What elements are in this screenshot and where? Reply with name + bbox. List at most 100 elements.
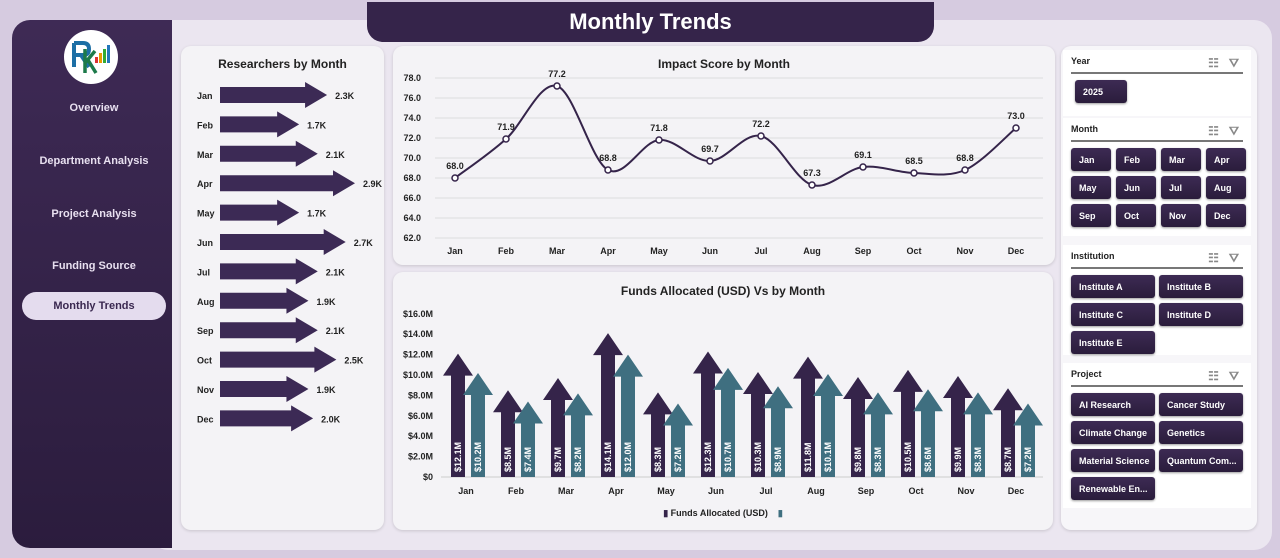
funds-arrow xyxy=(963,392,993,477)
x-tick-label: Jun xyxy=(708,486,724,496)
slicer-item-sep[interactable]: Sep xyxy=(1071,204,1111,227)
slicer-item-institute-a[interactable]: Institute A xyxy=(1071,275,1155,298)
sidebar-item-project-analysis[interactable]: Project Analysis xyxy=(51,208,137,220)
multi-select-icon[interactable]: ☷ xyxy=(1208,369,1219,383)
researcher-arrow xyxy=(220,199,300,226)
slicer-item-feb[interactable]: Feb xyxy=(1116,148,1156,171)
data-point xyxy=(502,135,510,143)
data-point xyxy=(859,163,867,171)
impact-panel: Impact Score by Month 62.0 64.0 66.0 68.0 70… xyxy=(393,46,1055,265)
slicer-item-mar[interactable]: Mar xyxy=(1161,148,1201,171)
funds-arrow xyxy=(463,372,493,477)
slicer-item-2025[interactable]: 2025 xyxy=(1075,80,1127,103)
data-label: $12.0M xyxy=(623,442,633,472)
data-label: 1.7K xyxy=(307,120,327,130)
slicer-item-institute-d[interactable]: Institute D xyxy=(1159,303,1243,326)
x-tick-label: May xyxy=(650,246,668,256)
y-tick-label: $10.0M xyxy=(403,370,433,380)
y-tick-label: $2.0M xyxy=(408,452,433,462)
data-label: 77.2 xyxy=(548,69,566,79)
data-label: $9.9M xyxy=(953,447,963,472)
slicer-item-climate-change[interactable]: Climate Change xyxy=(1071,421,1155,444)
researcher-arrow xyxy=(220,258,318,285)
slicer-item-oct[interactable]: Oct xyxy=(1116,204,1156,227)
impact-title: Impact Score by Month xyxy=(657,57,791,71)
funds-arrow xyxy=(493,390,523,477)
data-label: 2.5K xyxy=(344,356,364,366)
slicer-item-renewable-en-[interactable]: Renewable En... xyxy=(1071,477,1155,500)
data-label: 68.0 xyxy=(446,161,464,171)
data-point xyxy=(910,169,918,177)
data-label: $8.7M xyxy=(1003,447,1013,472)
data-label: $10.2M xyxy=(473,442,483,472)
multi-select-icon[interactable]: ☷ xyxy=(1208,124,1219,138)
clear-filter-icon[interactable]: ⛛ xyxy=(1228,56,1239,70)
data-label: 2.3K xyxy=(335,91,355,101)
funds-arrow xyxy=(913,389,943,477)
y-tick-label: $12.0M xyxy=(403,350,433,360)
data-point xyxy=(451,174,459,182)
x-tick-label: Jul xyxy=(754,246,767,256)
data-label: 2.1K xyxy=(326,326,346,336)
data-point xyxy=(706,157,714,165)
sidebar-item-overview[interactable]: Overview xyxy=(69,102,119,114)
data-label: $8.3M xyxy=(873,447,883,472)
slicer-item-ai-research[interactable]: AI Research xyxy=(1071,393,1155,416)
data-label: 1.7K xyxy=(307,209,327,219)
slicer-item-dec[interactable]: Dec xyxy=(1206,204,1246,227)
slicer-item-quantum-com-[interactable]: Quantum Com... xyxy=(1159,449,1243,472)
slicer-item-jun[interactable]: Jun xyxy=(1116,176,1156,199)
slicer-item-jul[interactable]: Jul xyxy=(1161,176,1201,199)
sidebar-item-funding-source[interactable]: Funding Source xyxy=(52,260,136,272)
clear-filter-icon[interactable]: ⛛ xyxy=(1228,369,1239,383)
slicer-item-institute-c[interactable]: Institute C xyxy=(1071,303,1155,326)
data-label: 2.9K xyxy=(363,179,383,189)
researcher-arrow xyxy=(220,140,318,167)
funds-arrow xyxy=(943,376,973,477)
multi-select-icon[interactable]: ☷ xyxy=(1208,251,1219,265)
month-label: Nov xyxy=(197,385,214,395)
data-label: 2.1K xyxy=(326,267,346,277)
slicer-item-genetics[interactable]: Genetics xyxy=(1159,421,1243,444)
data-label: 69.1 xyxy=(854,150,872,160)
data-label: 68.8 xyxy=(599,153,617,163)
multi-select-icon[interactable]: ☷ xyxy=(1208,56,1219,70)
data-point xyxy=(1012,124,1020,132)
slicer-item-institute-e[interactable]: Institute E xyxy=(1071,331,1155,354)
data-label: $8.9M xyxy=(773,447,783,472)
data-label: $7.2M xyxy=(673,447,683,472)
slicer-item-institute-b[interactable]: Institute B xyxy=(1159,275,1243,298)
slicer-title-text: Year xyxy=(1071,56,1091,66)
x-tick-label: Apr xyxy=(600,246,616,256)
sidebar-item-monthly-trends[interactable]: Monthly Trends xyxy=(22,292,166,320)
slicer-item-jan[interactable]: Jan xyxy=(1071,148,1111,171)
data-label: 1.9K xyxy=(316,297,336,307)
sidebar-item-department-analysis[interactable]: Department Analysis xyxy=(39,155,149,167)
y-tick-label: 72.0 xyxy=(403,133,421,143)
funds-title: Funds Allocated (USD) Vs by Month xyxy=(620,284,826,298)
x-tick-label: Oct xyxy=(906,246,921,256)
funds-arrow xyxy=(713,367,743,477)
data-label: $8.5M xyxy=(503,447,513,472)
clear-filter-icon[interactable]: ⛛ xyxy=(1228,251,1239,265)
slicer-item-apr[interactable]: Apr xyxy=(1206,148,1246,171)
data-point xyxy=(655,136,663,144)
month-label: Feb xyxy=(197,120,214,130)
data-label: 67.3 xyxy=(803,168,821,178)
month-label: Apr xyxy=(197,179,213,189)
month-label: Jun xyxy=(197,238,213,248)
funds-arrow xyxy=(663,403,693,477)
slicer-item-may[interactable]: May xyxy=(1071,176,1111,199)
funds-arrow xyxy=(443,353,473,477)
data-label: $10.1M xyxy=(823,442,833,472)
slicer-item-nov[interactable]: Nov xyxy=(1161,204,1201,227)
x-tick-label: Nov xyxy=(957,486,974,496)
data-label: $7.2M xyxy=(1023,447,1033,472)
funds-arrow xyxy=(893,369,923,477)
x-tick-label: Jun xyxy=(702,246,718,256)
slicer-item-cancer-study[interactable]: Cancer Study xyxy=(1159,393,1243,416)
clear-filter-icon[interactable]: ⛛ xyxy=(1228,124,1239,138)
slicer-item-material-science[interactable]: Material Science xyxy=(1071,449,1155,472)
slicer-item-aug[interactable]: Aug xyxy=(1206,176,1246,199)
slicer-title-text: Project xyxy=(1071,369,1102,379)
